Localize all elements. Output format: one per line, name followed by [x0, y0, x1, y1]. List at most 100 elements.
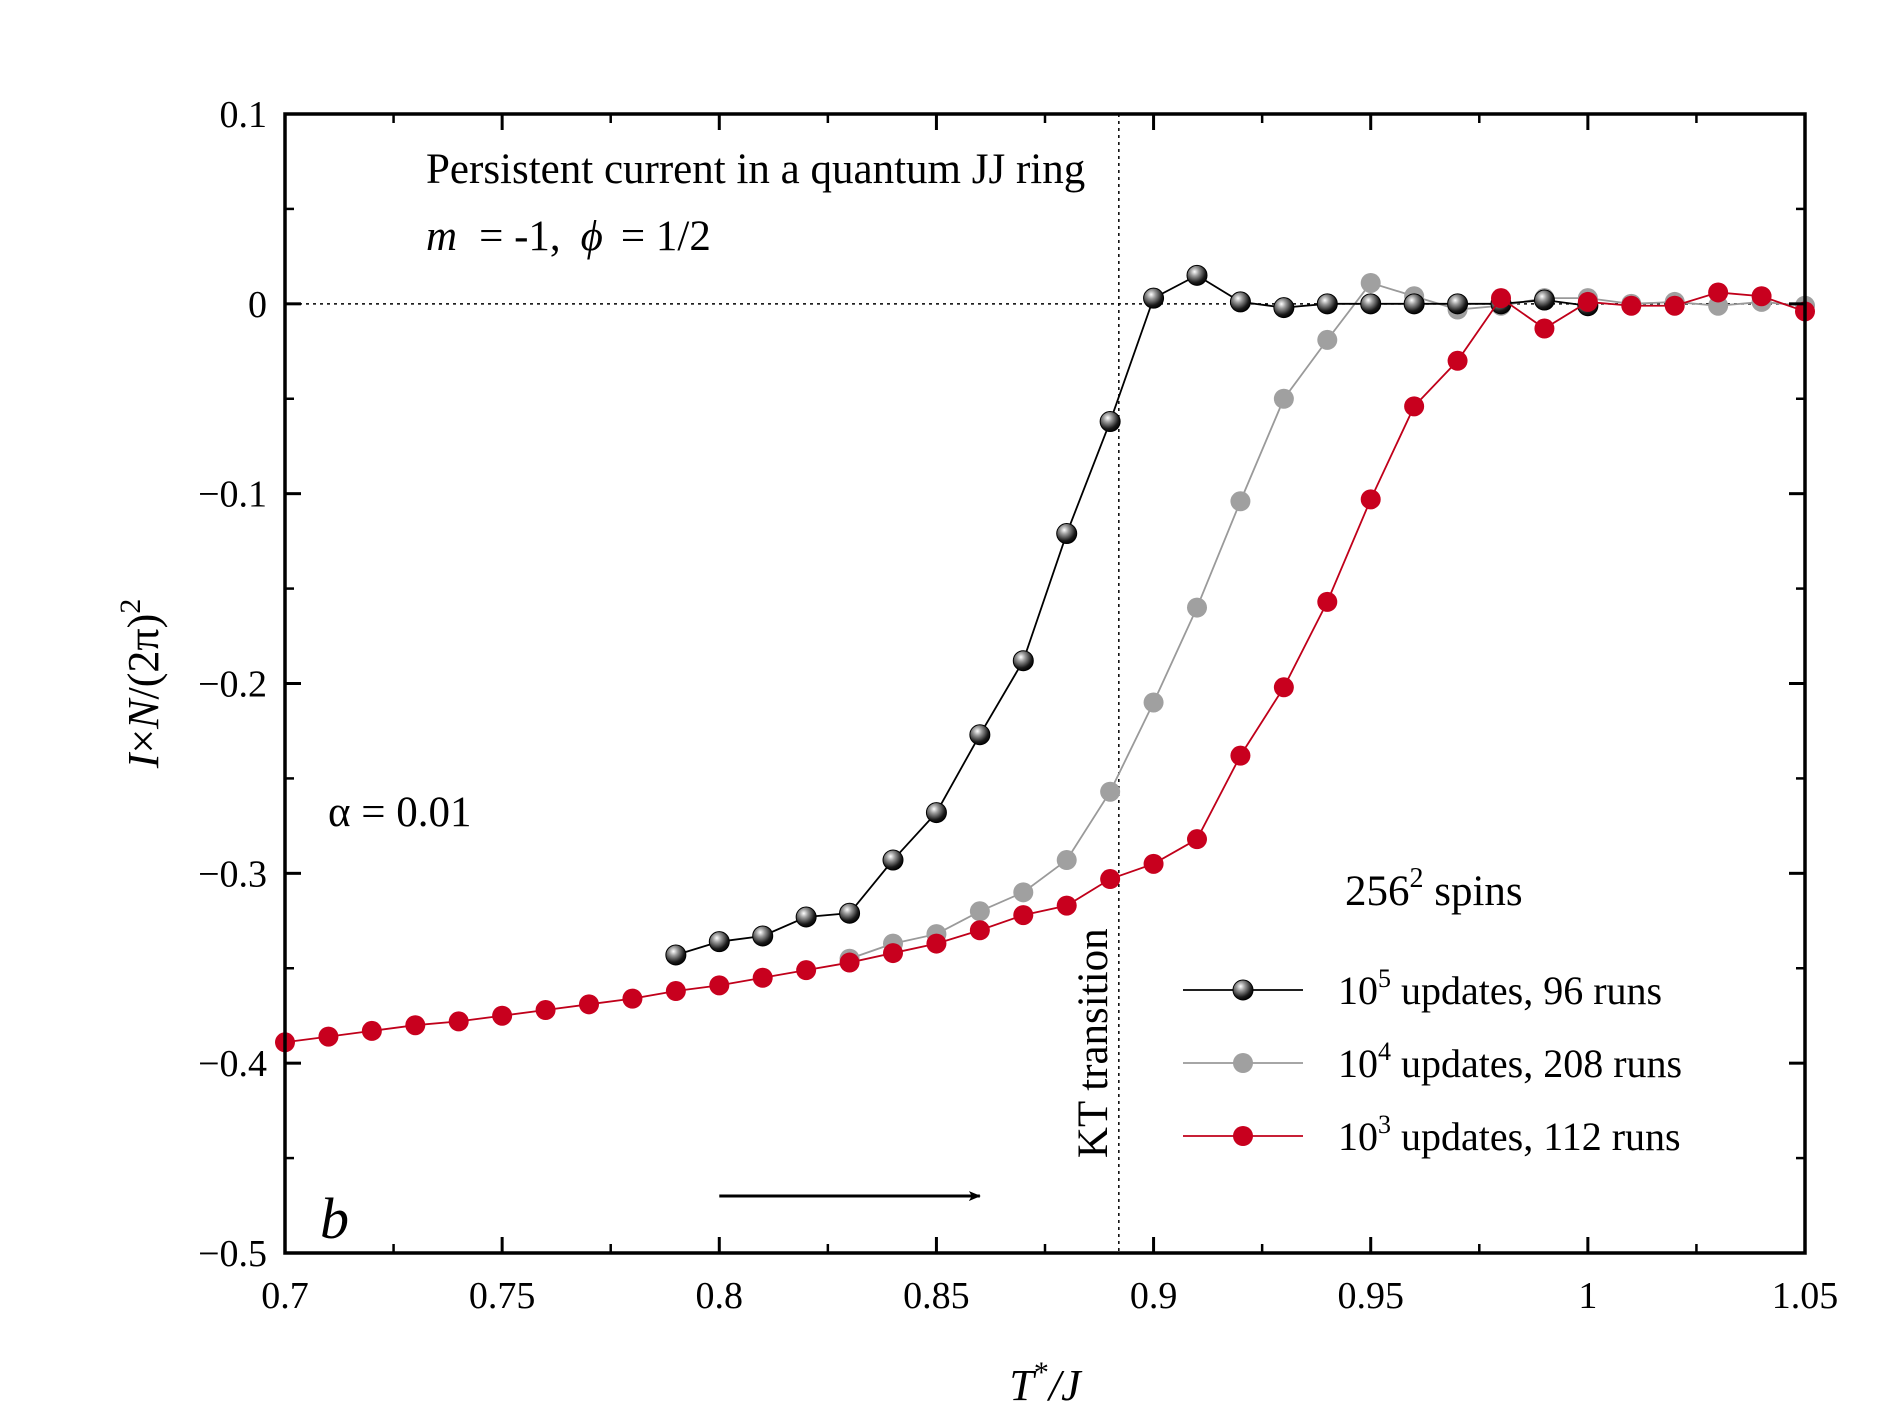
series-2-point [1404, 396, 1425, 417]
legend-rest: updates, 96 runs [1391, 968, 1662, 1013]
series-0-point [1012, 650, 1034, 672]
series-1-point [1013, 882, 1034, 903]
series-1-point [1230, 491, 1251, 512]
series-0-point [969, 724, 991, 746]
series-0-point [925, 802, 947, 824]
series-2-point [1577, 291, 1598, 312]
axes: 0.7 0.75 0.8 0.85 0.9 0.95 1 1.05 0.1 0 −0.1 −0.2 −0… [198, 94, 1838, 1317]
m-symbol: m [426, 213, 457, 260]
series-2-point [579, 994, 599, 1015]
series-2-point [709, 975, 730, 996]
legend-label: 104 updates, 208 runs [1338, 1037, 1682, 1086]
series-2-point [796, 960, 817, 981]
spins-sup: 2 [1410, 863, 1424, 894]
series-0-point [1360, 293, 1382, 315]
x-tick-label: 0.85 [903, 1275, 970, 1317]
series-2-point [1143, 853, 1164, 874]
series-1-point [1056, 850, 1077, 871]
series-2-point [1187, 829, 1207, 850]
y-title-rest: /(2π) [119, 614, 168, 700]
series-0-point [1186, 264, 1208, 286]
series-2-point [1447, 350, 1468, 371]
series-0-point [1316, 293, 1338, 315]
series-2-point [1621, 295, 1642, 316]
series-0-point [882, 849, 904, 871]
x-title-sup: * [1034, 1356, 1049, 1389]
legend-marker [1232, 979, 1254, 1001]
series-0-point [1143, 287, 1165, 309]
series-2-point [1751, 286, 1772, 307]
series-0-point [1533, 289, 1555, 311]
series-2-point [1317, 591, 1338, 612]
series-2-point [492, 1005, 513, 1026]
series-2-point [1360, 489, 1381, 510]
series-2 [275, 282, 1815, 1053]
y-title-times: × [119, 729, 168, 754]
series-2-point [839, 952, 860, 973]
series-2-point [926, 933, 947, 954]
series-2-point [969, 920, 990, 941]
series-1-point [1143, 692, 1164, 713]
x-tick-label: 1 [1578, 1275, 1597, 1317]
series-2-point [361, 1020, 382, 1041]
kt-transition-label: KT transition [1070, 928, 1117, 1158]
legend-sup: 4 [1378, 1037, 1391, 1066]
series-2-point [622, 988, 643, 1009]
series-0-point [839, 902, 861, 924]
chart-subtitle: m = -1, ϕ = 1/2 [426, 213, 711, 260]
series-1-point [1317, 329, 1338, 350]
reference-lines [285, 114, 1805, 1253]
series-2-point [1013, 905, 1034, 926]
legend-item-2: 103 updates, 112 runs [1183, 1110, 1681, 1159]
series-1-point [969, 901, 990, 922]
series-0-point [1056, 523, 1078, 545]
series-2-point [665, 981, 686, 1002]
x-tick-label: 0.95 [1337, 1275, 1404, 1317]
series-0-point [1403, 293, 1425, 315]
series-2-point [1491, 288, 1511, 309]
series-2-point [1273, 677, 1294, 698]
legend-base: 10 [1338, 968, 1378, 1013]
series-2-point [1056, 895, 1077, 916]
series-2-point [1100, 869, 1121, 890]
chart-title: Persistent current in a quantum JJ ring [426, 146, 1085, 193]
legend-sup: 5 [1378, 964, 1391, 993]
panel-label: b [320, 1186, 349, 1251]
series-2-point [1534, 318, 1555, 339]
series-1-point [1273, 388, 1294, 409]
series-layer [275, 264, 1815, 1053]
x-tick-label: 1.05 [1772, 1275, 1839, 1317]
phi-symbol: ϕ [581, 213, 603, 260]
legend-rest: updates, 112 runs [1391, 1114, 1681, 1159]
legend-base: 10 [1338, 1114, 1378, 1159]
series-0-point [1229, 291, 1251, 313]
series-2-point [752, 967, 773, 988]
series-2-point [883, 943, 903, 964]
x-title-rest: /J [1046, 1361, 1083, 1410]
y-tick-label: 0.1 [220, 94, 268, 136]
legend-item-1: 104 updates, 208 runs [1183, 1037, 1682, 1086]
series-0-point [1099, 411, 1121, 433]
series-2-line [284, 291, 1806, 1044]
y-tick-label: −0.5 [198, 1233, 267, 1275]
y-tick-label: −0.4 [198, 1043, 267, 1085]
y-tick-label: 0 [248, 284, 267, 326]
y-title-i: I [119, 751, 168, 769]
spins-annotation: 2562 spins [1345, 863, 1523, 915]
series-2-point [1230, 745, 1251, 766]
series-1 [839, 272, 1815, 969]
series-1-point [1360, 272, 1381, 293]
y-tick-label: −0.2 [198, 664, 267, 706]
y-tick-label: −0.3 [198, 853, 267, 895]
series-2-point [318, 1026, 339, 1047]
series-0-point [795, 906, 817, 928]
legend-base: 10 [1338, 1041, 1378, 1086]
legend-marker [1233, 1053, 1253, 1073]
legend-label: 105 updates, 96 runs [1338, 964, 1662, 1013]
phi-value: = 1/2 [621, 213, 711, 260]
series-2-point [1664, 295, 1685, 316]
legend-item-0: 105 updates, 96 runs [1183, 964, 1662, 1013]
series-1-point [1187, 597, 1207, 618]
